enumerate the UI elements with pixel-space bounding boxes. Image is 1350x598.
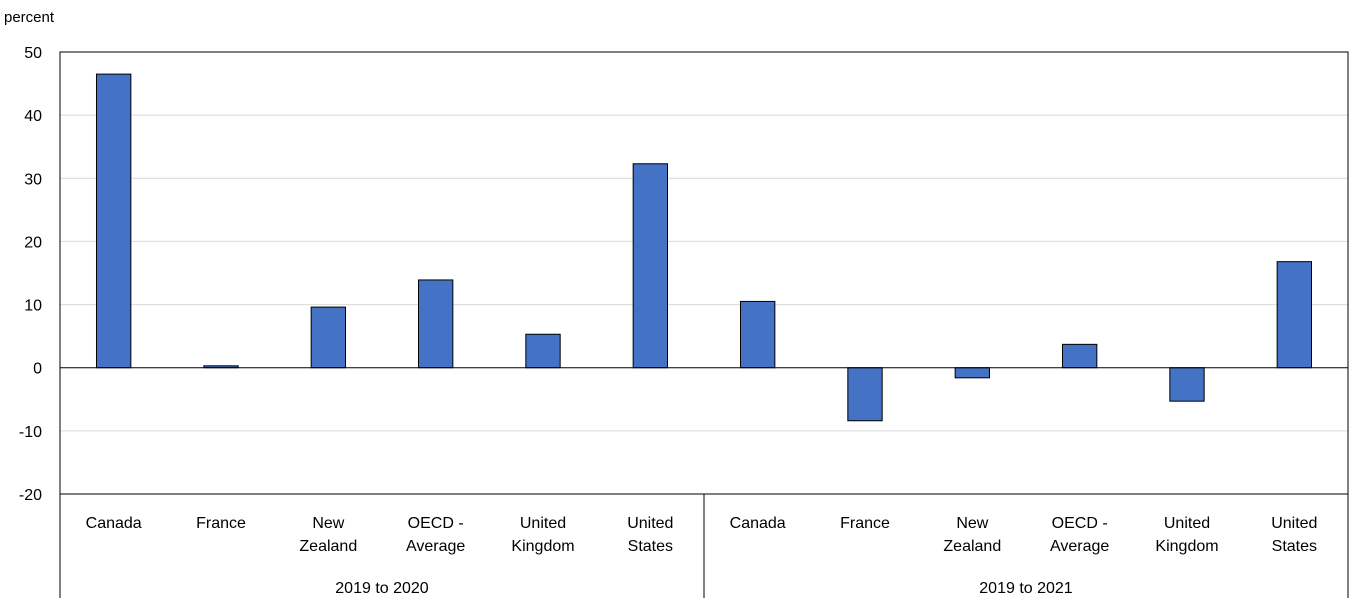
category-label-line: France xyxy=(840,515,890,532)
y-tick-label: 20 xyxy=(24,234,42,251)
bar xyxy=(525,333,561,369)
bar xyxy=(739,300,776,369)
category-label-line: France xyxy=(196,515,246,532)
category-label: France xyxy=(196,515,246,532)
bar xyxy=(1169,367,1205,402)
category-label-line: OECD - xyxy=(408,515,464,532)
category-label: United Kingdom xyxy=(1155,515,1218,555)
category-label-line: Average xyxy=(1050,538,1109,555)
y-tick-label: 0 xyxy=(33,361,42,378)
category-label: OECD - Average xyxy=(406,515,465,555)
category-label: United Kingdom xyxy=(511,515,574,555)
category-label-line: United xyxy=(1164,515,1210,532)
y-tick-label: -10 xyxy=(19,424,42,441)
x-tick-labels: Canada France New Zealand OECD - Average Unite… xyxy=(86,515,1318,555)
category-label-line: Canada xyxy=(86,515,142,532)
category-label: OECD - Average xyxy=(1050,515,1109,555)
y-tick-label: 50 xyxy=(24,45,42,62)
category-label-line: States xyxy=(628,538,673,555)
category-label-line: Canada xyxy=(730,515,786,532)
category-label-line: States xyxy=(1272,538,1317,555)
plot-frame xyxy=(59,51,1349,598)
category-label-line: Kingdom xyxy=(511,538,574,555)
bar xyxy=(417,279,454,369)
category-label-line: Zealand xyxy=(943,538,1001,555)
category-label: Canada xyxy=(86,515,142,532)
y-tick-label: 30 xyxy=(24,171,42,188)
bar xyxy=(954,367,991,379)
y-tick-labels: 50 40 30 20 10 0 -10 -20 xyxy=(19,45,42,504)
y-tick-label: 10 xyxy=(24,298,42,315)
category-label: New Zealand xyxy=(299,515,357,555)
y-axis-label: percent xyxy=(4,9,55,26)
y-tick-label: -20 xyxy=(19,487,42,504)
category-label-line: United xyxy=(520,515,566,532)
category-label: New Zealand xyxy=(943,515,1001,555)
bar xyxy=(1061,343,1098,369)
category-label: France xyxy=(840,515,890,532)
category-label-line: United xyxy=(1271,515,1317,532)
bar xyxy=(310,306,347,369)
category-label: United States xyxy=(1271,515,1317,555)
category-label: Canada xyxy=(730,515,786,532)
category-label-line: New xyxy=(312,515,344,532)
group-labels: 2019 to 2020 2019 to 2021 xyxy=(335,580,1073,597)
category-label-line: OECD - xyxy=(1052,515,1108,532)
category-label-line: Zealand xyxy=(299,538,357,555)
bar xyxy=(1276,261,1313,369)
category-label-line: New xyxy=(956,515,988,532)
gridlines xyxy=(60,114,1348,432)
group-label: 2019 to 2020 xyxy=(335,580,429,597)
bar xyxy=(632,163,669,369)
category-label: United States xyxy=(627,515,673,555)
group-label: 2019 to 2021 xyxy=(979,580,1073,597)
category-label-line: Average xyxy=(406,538,465,555)
y-tick-label: 40 xyxy=(24,108,42,125)
plot-border xyxy=(59,51,1349,495)
bars xyxy=(95,73,1313,422)
category-label-line: United xyxy=(627,515,673,532)
bar xyxy=(847,367,883,422)
category-label-line: Kingdom xyxy=(1155,538,1218,555)
bar xyxy=(95,73,132,369)
